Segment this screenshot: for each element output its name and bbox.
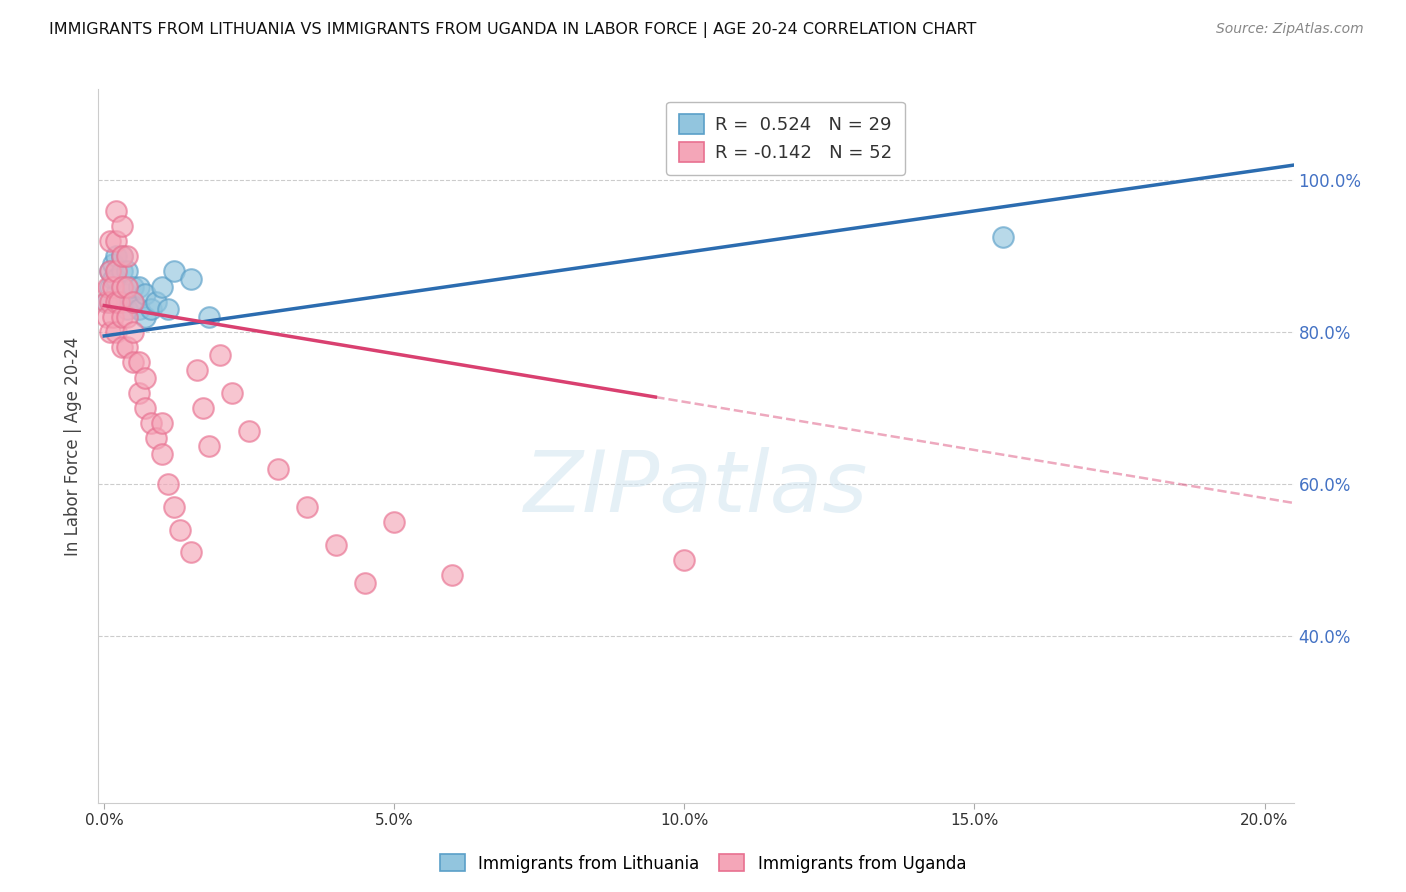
Point bbox=[145, 294, 167, 309]
Point bbox=[134, 370, 156, 384]
Point bbox=[209, 348, 232, 362]
Point bbox=[441, 568, 464, 582]
Point bbox=[98, 279, 121, 293]
Point bbox=[191, 401, 214, 415]
Point bbox=[111, 249, 134, 263]
Point bbox=[325, 538, 347, 552]
Point bbox=[111, 279, 134, 293]
Point bbox=[104, 234, 127, 248]
Point bbox=[98, 264, 121, 278]
Point bbox=[197, 439, 219, 453]
Point bbox=[134, 287, 156, 301]
Point bbox=[163, 500, 186, 514]
Y-axis label: In Labor Force | Age 20-24: In Labor Force | Age 20-24 bbox=[65, 336, 83, 556]
Point bbox=[139, 302, 162, 317]
Point bbox=[98, 234, 121, 248]
Point bbox=[169, 523, 191, 537]
Point bbox=[238, 424, 260, 438]
Point bbox=[267, 462, 290, 476]
Point bbox=[150, 416, 173, 430]
Point bbox=[117, 302, 139, 317]
Point bbox=[101, 272, 124, 286]
Point bbox=[111, 294, 134, 309]
Point bbox=[197, 310, 219, 324]
Point bbox=[122, 279, 145, 293]
Point bbox=[128, 385, 150, 400]
Point bbox=[111, 219, 134, 233]
Point bbox=[157, 477, 180, 491]
Point bbox=[122, 294, 145, 309]
Point bbox=[128, 355, 150, 369]
Point bbox=[111, 340, 134, 354]
Legend: Immigrants from Lithuania, Immigrants from Uganda: Immigrants from Lithuania, Immigrants fr… bbox=[433, 847, 973, 880]
Point bbox=[111, 310, 134, 324]
Point bbox=[101, 257, 124, 271]
Point bbox=[94, 294, 117, 309]
Point bbox=[122, 294, 145, 309]
Point bbox=[180, 545, 202, 559]
Point bbox=[150, 447, 173, 461]
Point bbox=[98, 264, 121, 278]
Point bbox=[101, 279, 124, 293]
Point bbox=[186, 363, 208, 377]
Point bbox=[104, 325, 127, 339]
Point bbox=[101, 310, 124, 324]
Point bbox=[104, 287, 127, 301]
Point bbox=[96, 310, 118, 324]
Text: IMMIGRANTS FROM LITHUANIA VS IMMIGRANTS FROM UGANDA IN LABOR FORCE | AGE 20-24 C: IMMIGRANTS FROM LITHUANIA VS IMMIGRANTS … bbox=[49, 22, 977, 38]
Point bbox=[117, 310, 139, 324]
Point bbox=[96, 294, 118, 309]
Text: ZIPatlas: ZIPatlas bbox=[524, 447, 868, 531]
Point bbox=[104, 294, 127, 309]
Point bbox=[117, 340, 139, 354]
Point bbox=[97, 279, 120, 293]
Point bbox=[150, 279, 173, 293]
Legend: R =  0.524   N = 29, R = -0.142   N = 52: R = 0.524 N = 29, R = -0.142 N = 52 bbox=[666, 102, 905, 175]
Point bbox=[128, 279, 150, 293]
Point bbox=[111, 264, 134, 278]
Point bbox=[180, 272, 202, 286]
Point bbox=[993, 230, 1015, 244]
Point bbox=[111, 249, 134, 263]
Point bbox=[98, 294, 121, 309]
Point bbox=[163, 264, 186, 278]
Point bbox=[104, 264, 127, 278]
Point bbox=[104, 249, 127, 263]
Point bbox=[98, 325, 121, 339]
Point bbox=[117, 264, 139, 278]
Text: Source: ZipAtlas.com: Source: ZipAtlas.com bbox=[1216, 22, 1364, 37]
Point bbox=[122, 355, 145, 369]
Point bbox=[117, 279, 139, 293]
Point bbox=[157, 302, 180, 317]
Point bbox=[139, 416, 162, 430]
Point bbox=[382, 515, 405, 529]
Point bbox=[117, 249, 139, 263]
Point bbox=[122, 325, 145, 339]
Point bbox=[104, 203, 127, 218]
Point bbox=[221, 385, 243, 400]
Point bbox=[134, 310, 156, 324]
Point bbox=[673, 553, 696, 567]
Point bbox=[104, 272, 127, 286]
Point bbox=[111, 279, 134, 293]
Point bbox=[145, 431, 167, 445]
Point bbox=[134, 401, 156, 415]
Point bbox=[107, 294, 129, 309]
Point bbox=[117, 287, 139, 301]
Point bbox=[297, 500, 319, 514]
Point bbox=[128, 302, 150, 317]
Point bbox=[354, 575, 377, 590]
